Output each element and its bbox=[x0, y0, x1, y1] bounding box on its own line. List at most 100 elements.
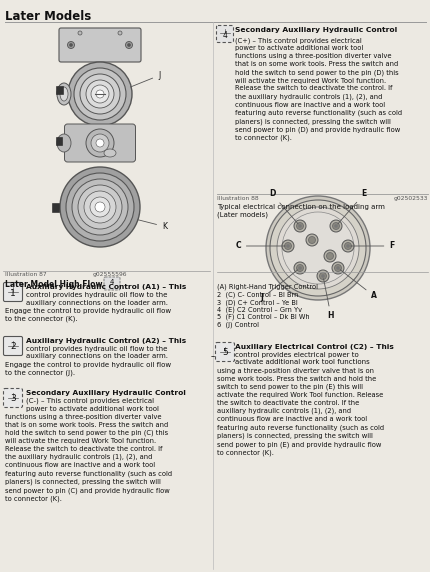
Circle shape bbox=[336, 267, 339, 269]
Text: Illustration 87: Illustration 87 bbox=[5, 272, 46, 277]
Circle shape bbox=[296, 223, 303, 229]
Circle shape bbox=[323, 250, 335, 262]
Text: J: J bbox=[260, 270, 297, 303]
Circle shape bbox=[344, 243, 351, 249]
Text: –: – bbox=[211, 352, 215, 361]
Circle shape bbox=[91, 85, 109, 103]
Circle shape bbox=[127, 43, 130, 46]
Circle shape bbox=[331, 262, 343, 274]
Text: Secondary Auxiliary Hydraulic Control: Secondary Auxiliary Hydraulic Control bbox=[26, 390, 185, 396]
Circle shape bbox=[281, 240, 293, 252]
FancyBboxPatch shape bbox=[215, 343, 234, 362]
Circle shape bbox=[334, 224, 337, 228]
Text: g02555596: g02555596 bbox=[92, 272, 127, 277]
Text: H: H bbox=[323, 279, 334, 320]
Text: Secondary Auxiliary Hydraulic Control: Secondary Auxiliary Hydraulic Control bbox=[234, 27, 396, 33]
Circle shape bbox=[86, 129, 114, 157]
Circle shape bbox=[321, 275, 324, 277]
Text: Illustration 88: Illustration 88 bbox=[216, 196, 258, 201]
Ellipse shape bbox=[57, 83, 71, 105]
Circle shape bbox=[95, 202, 105, 212]
Circle shape bbox=[78, 31, 82, 35]
Text: Later Models: Later Models bbox=[5, 10, 91, 23]
Text: control provides hydraulic oil flow to the
auxiliary connections on the loader a: control provides hydraulic oil flow to t… bbox=[26, 346, 168, 359]
Text: control provides hydraulic oil flow to the
auxiliary connections on the loader a: control provides hydraulic oil flow to t… bbox=[26, 292, 168, 305]
Circle shape bbox=[69, 43, 72, 46]
Circle shape bbox=[74, 68, 126, 120]
FancyBboxPatch shape bbox=[3, 283, 22, 301]
Ellipse shape bbox=[57, 134, 71, 152]
Circle shape bbox=[72, 179, 128, 235]
Text: K: K bbox=[137, 220, 166, 231]
Text: Later Model High Flow: Later Model High Flow bbox=[5, 280, 102, 289]
Text: functions using a three-position diverter valve
that is on some work tools. Pres: functions using a three-position diverte… bbox=[5, 414, 172, 502]
Circle shape bbox=[329, 220, 341, 232]
Circle shape bbox=[341, 240, 353, 252]
Circle shape bbox=[96, 90, 104, 98]
Circle shape bbox=[334, 264, 341, 272]
FancyBboxPatch shape bbox=[3, 388, 22, 407]
Text: C: C bbox=[235, 241, 285, 251]
Circle shape bbox=[269, 200, 365, 296]
Circle shape bbox=[281, 212, 353, 284]
Circle shape bbox=[68, 42, 74, 49]
Text: A: A bbox=[339, 270, 376, 300]
Text: (A) Right-Hand Trigger Control: (A) Right-Hand Trigger Control bbox=[216, 284, 317, 291]
Text: J: J bbox=[130, 71, 160, 87]
Text: 2  (C) C- Control – Bl Brn: 2 (C) C- Control – Bl Brn bbox=[216, 292, 298, 298]
Text: 5  (F) C1 Control – Dk Bl Wh: 5 (F) C1 Control – Dk Bl Wh bbox=[216, 314, 309, 320]
Text: E: E bbox=[337, 189, 366, 224]
FancyBboxPatch shape bbox=[64, 124, 135, 162]
Circle shape bbox=[293, 262, 305, 274]
Circle shape bbox=[305, 234, 317, 246]
FancyBboxPatch shape bbox=[104, 277, 120, 290]
FancyBboxPatch shape bbox=[3, 336, 22, 356]
Circle shape bbox=[96, 139, 104, 147]
Circle shape bbox=[86, 80, 114, 108]
Text: 1: 1 bbox=[10, 288, 16, 297]
Text: (C-) – This control provides electrical
power to activate additional work tool: (C-) – This control provides electrical … bbox=[26, 398, 159, 412]
Text: 3: 3 bbox=[10, 395, 16, 403]
Text: 4: 4 bbox=[110, 279, 114, 285]
FancyBboxPatch shape bbox=[59, 28, 141, 62]
Text: D: D bbox=[268, 189, 298, 224]
Circle shape bbox=[284, 243, 291, 249]
Text: Auxiliary Hydraulic Control (A1) – This: Auxiliary Hydraulic Control (A1) – This bbox=[26, 284, 186, 290]
Circle shape bbox=[68, 62, 132, 126]
Circle shape bbox=[265, 196, 369, 300]
Text: using a three-position diverter valve that is on
some work tools. Press the swit: using a three-position diverter valve th… bbox=[216, 368, 383, 456]
Bar bbox=[52, 203, 59, 212]
Circle shape bbox=[298, 224, 301, 228]
Text: 5: 5 bbox=[221, 348, 227, 358]
Text: 3  (D) C+ Control – Ye Bl: 3 (D) C+ Control – Ye Bl bbox=[216, 299, 297, 305]
Circle shape bbox=[319, 272, 326, 280]
Text: (Later models): (Later models) bbox=[216, 212, 267, 219]
Text: F: F bbox=[350, 241, 394, 251]
Text: Engage the control to provide hydraulic oil flow
to the connector (J).: Engage the control to provide hydraulic … bbox=[5, 362, 171, 376]
Text: (C+) – This control provides electrical
power to activate additional work tool
f: (C+) – This control provides electrical … bbox=[234, 37, 401, 141]
Circle shape bbox=[60, 167, 140, 247]
Circle shape bbox=[125, 42, 132, 49]
Bar bbox=[56, 137, 62, 145]
Text: 4  (E) C2 Control – Grn Yv: 4 (E) C2 Control – Grn Yv bbox=[216, 307, 301, 313]
Text: Auxiliary Electrical Control (C2) – This: Auxiliary Electrical Control (C2) – This bbox=[234, 344, 393, 350]
Circle shape bbox=[296, 264, 303, 272]
Circle shape bbox=[326, 252, 333, 260]
Circle shape bbox=[118, 31, 122, 35]
Text: Auxiliary Hydraulic Control (A2) – This: Auxiliary Hydraulic Control (A2) – This bbox=[26, 338, 186, 344]
Circle shape bbox=[91, 134, 109, 152]
Bar bbox=[56, 86, 63, 94]
Circle shape bbox=[90, 197, 110, 217]
Ellipse shape bbox=[60, 87, 68, 101]
Circle shape bbox=[346, 244, 349, 248]
FancyBboxPatch shape bbox=[216, 26, 233, 42]
Circle shape bbox=[66, 173, 134, 241]
Circle shape bbox=[80, 74, 120, 114]
Circle shape bbox=[286, 244, 289, 248]
Text: g02502533: g02502533 bbox=[393, 196, 427, 201]
Text: 4: 4 bbox=[222, 30, 227, 39]
Circle shape bbox=[332, 223, 339, 229]
Text: 2: 2 bbox=[10, 343, 16, 352]
Circle shape bbox=[316, 270, 328, 282]
Text: 6  (J) Control: 6 (J) Control bbox=[216, 321, 258, 328]
